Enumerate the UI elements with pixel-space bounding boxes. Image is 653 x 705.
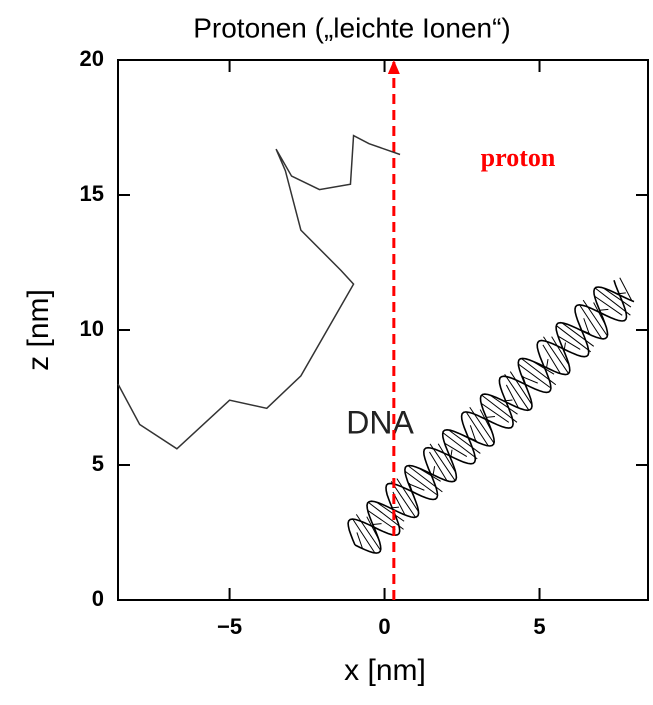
helix-hatch [582,299,608,337]
helix-hatch [602,287,632,308]
helix-hatch [543,336,569,374]
helix-hatch [574,326,591,335]
helix-hatch [429,451,448,482]
helix-hatch [450,449,453,459]
helix-hatch [355,514,381,551]
helix-hatch [469,406,495,444]
helix-hatch [481,394,518,423]
helix-hatch [579,305,603,340]
helix-hatch [418,467,441,482]
helix-hatch [599,308,609,311]
helix-hatch [352,519,376,554]
helix-hatch [505,384,519,409]
helix-strand [354,286,635,554]
helix-hatch [480,402,510,423]
helix-hatch [546,358,549,368]
secondary-track [117,134,401,450]
series-label: proton [481,143,556,172]
helix-hatch [503,399,513,402]
helix-hatch [396,478,419,513]
helix-hatch [444,442,468,458]
helix-hatch [504,374,530,411]
helix-hatch [521,358,557,386]
x-axis-label: x [nm] [344,654,426,687]
helix-hatch [367,501,404,530]
helix-hatch [437,443,457,473]
helix-hatch [356,532,364,549]
helix-hatch [448,429,481,454]
helix-hatch [432,466,436,475]
helix-hatch [366,516,380,540]
plot-frame [117,59,649,601]
helix-hatch [531,360,555,375]
helix-hatch [557,335,581,350]
y-tick-label: 5 [92,451,104,476]
helix-hatch [460,433,477,442]
y-axis-label: z [nm] [22,289,55,371]
helix-hatch [407,465,443,493]
helix-hatch [466,412,489,447]
x-tick-label: −5 [217,614,242,639]
helix-hatch [619,277,633,301]
dna-label: DNA [346,404,414,440]
helix-hatch [469,425,477,442]
helix-hatch [404,470,438,496]
helix-hatch [594,295,623,316]
helix-hatch [551,336,570,366]
helix-hatch [408,482,416,500]
helix-hatch [376,501,405,522]
y-tick-label: 20 [80,46,104,71]
y-tick-label: 15 [80,181,104,206]
helix-hatch [521,376,538,384]
dna-helix [347,277,635,554]
helix-hatch [542,344,561,374]
helix-hatch [617,292,626,295]
helix-hatch [594,287,631,316]
helix-hatch [486,415,496,418]
helix-hatch [408,483,425,491]
y-tick-label: 10 [80,316,104,341]
helix-hatch [555,325,591,353]
helix-hatch [442,432,478,460]
helix-hatch [390,506,400,509]
helix-hatch [479,409,493,433]
chart-title: Protonen („leichte Ionen“) [193,12,511,43]
helix-hatch [583,318,590,335]
helix-hatch [563,342,566,352]
helix-hatch [489,394,518,415]
x-tick-label: 5 [533,614,545,639]
helix-hatch [367,509,396,530]
x-tick-label: 0 [378,614,390,639]
helix-hatch [372,523,382,526]
helix-hatch [561,322,595,347]
helix-hatch [593,302,607,326]
helix-hatch [429,443,456,481]
track-arrow [387,60,400,74]
helix-hatch [522,375,529,393]
y-tick-label: 0 [92,586,104,611]
helix-hatch [517,363,551,388]
helix-hatch [509,371,533,405]
